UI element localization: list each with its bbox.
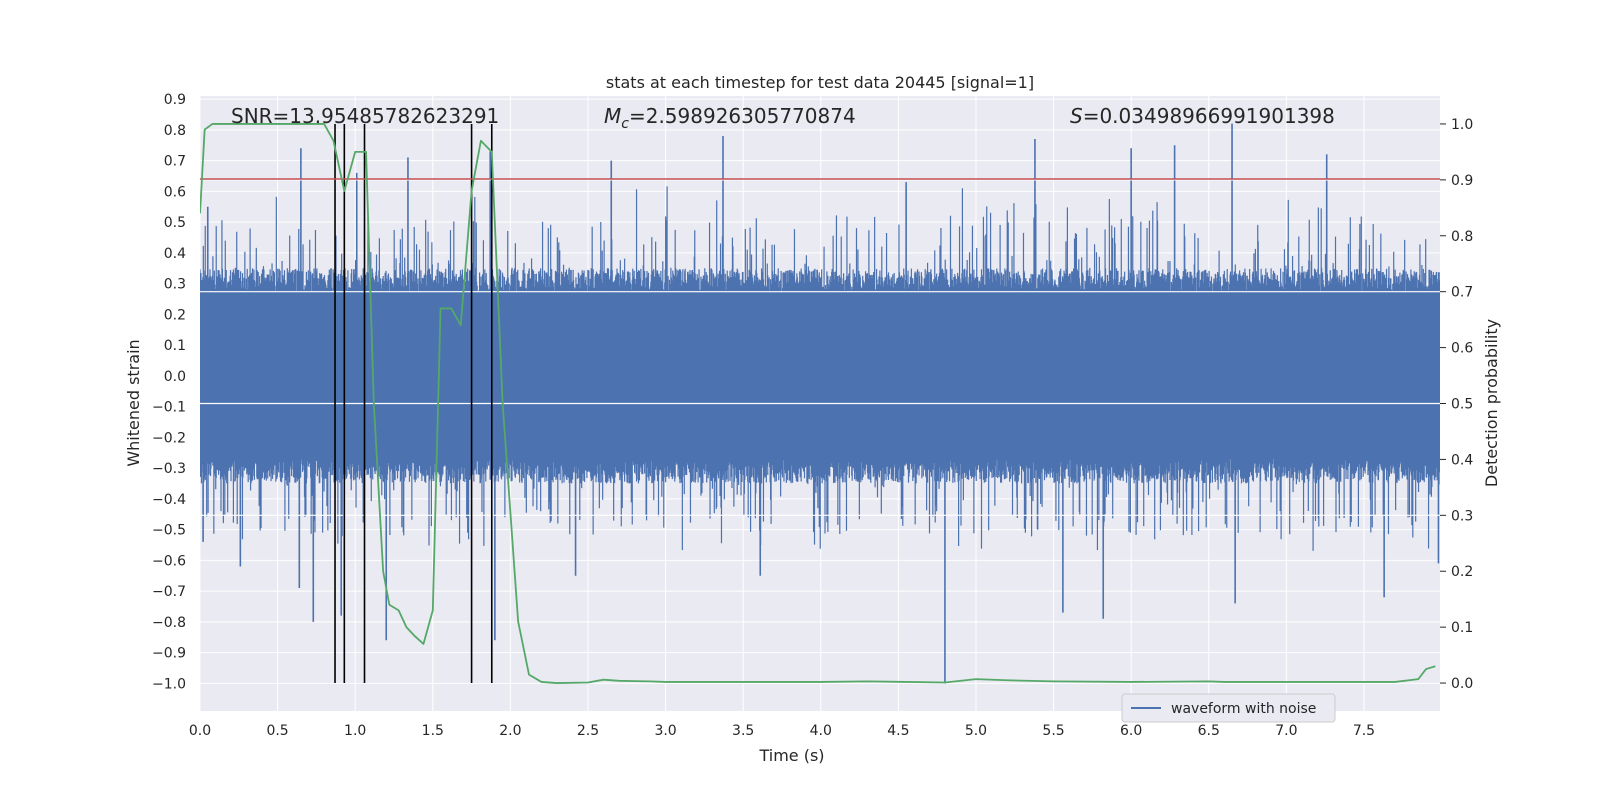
x-tick-label: 6.5 [1198,723,1220,739]
legend-label-waveform: waveform with noise [1171,701,1316,717]
mc-annotation: Mc=2.598926305770874 [604,104,856,132]
y-right-tick-label: 0.7 [1451,285,1473,301]
x-tick-label: 6.0 [1120,723,1142,739]
vertical-markers [334,123,493,684]
mc-value: =2.598926305770874 [629,104,856,128]
y-right-tick-label: 0.4 [1451,452,1473,468]
y-axis-label: Whitened strain [124,339,143,466]
s-annotation: S=0.03498966991901398 [1070,104,1335,128]
x-tick-label: 7.5 [1353,723,1375,739]
x-tick-label: 1.0 [344,723,366,739]
x-axis-label: Time (s) [758,746,824,765]
mc-subscript: c [621,116,629,132]
y-right-axis-label: Detection probability [1482,319,1501,487]
x-tick-label: 5.0 [965,723,987,739]
y-right-tick-label: 0.9 [1451,173,1473,189]
y-tick-label: −0.6 [152,553,186,569]
y-right-tick-label: 0.6 [1451,341,1473,357]
y-right-tick-label: 0.1 [1451,620,1473,636]
x-tick-label: 4.0 [810,723,832,739]
x-tick-label: 7.0 [1275,723,1297,739]
y-tick-label: −1.0 [152,676,186,692]
waveform-noise-band [200,186,1440,551]
x-tick-label: 5.5 [1042,723,1064,739]
x-tick-label: 2.0 [499,723,521,739]
y-tick-label: 0.0 [164,369,186,385]
s-value: =0.03498966991901398 [1083,104,1335,128]
y-right-tick-label: 0.0 [1451,676,1473,692]
probability-line [200,123,1436,684]
y-tick-label: 0.5 [164,215,186,231]
y-tick-label: 0.3 [164,277,186,293]
x-tick-label: 1.5 [422,723,444,739]
legend: waveform with noise [1121,693,1336,723]
y-tick-label: −0.9 [152,646,186,662]
y-tick-label: 0.6 [164,184,186,200]
y-tick-label: 0.2 [164,307,186,323]
y-tick-label: −0.3 [152,461,186,477]
x-tick-label: 0.5 [266,723,288,739]
y-axis-ticks: 0.9 0.8 0.7 0.6 0.5 0.4 0.3 0.2 0.1 0.0 −0.1 −0.2 −0… [152,92,186,692]
y-tick-label: −0.5 [152,523,186,539]
snr-annotation: SNR=13.95485782623291 [231,104,499,128]
x-tick-label: 2.5 [577,723,599,739]
y-tick-label: −0.2 [152,430,186,446]
waveform-grid-overlay [200,179,1440,516]
y-tick-label: −0.8 [152,615,186,631]
y-tick-label: 0.4 [164,246,186,262]
x-tick-label: 0.0 [189,723,211,739]
y-tick-label: −0.4 [152,492,186,508]
s-symbol: S [1070,104,1083,128]
probability-series [200,123,1436,684]
y-right-tick-label: 0.3 [1451,508,1473,524]
y-tick-label: −0.1 [152,400,186,416]
y-tick-label: 0.8 [164,123,186,139]
y-right-tick-label: 1.0 [1451,117,1473,133]
chart-title: stats at each timestep for test data 204… [606,73,1034,92]
y-tick-label: 0.7 [164,154,186,170]
y-right-tick-label: 0.8 [1451,229,1473,245]
legend-box [1121,693,1336,723]
y-tick-label: 0.9 [164,92,186,108]
mc-symbol: M [604,104,621,128]
x-tick-label: 3.5 [732,723,754,739]
x-tick-label: 4.5 [887,723,909,739]
waveform-series [200,123,1440,684]
y-right-tick-label: 0.5 [1451,397,1473,413]
x-axis-ticks: 0.0 0.5 1.0 1.5 2.0 2.5 3.0 3.5 4.0 4.5 5.0 5.5 6.0 6… [189,723,1375,739]
y-tick-label: −0.7 [152,584,186,600]
y-right-tick-label: 0.2 [1451,564,1473,580]
y-right-axis-ticks: 1.0 0.9 0.8 0.7 0.6 0.5 0.4 0.3 0.2 0.1 0.0 [1440,117,1473,692]
y-tick-label: 0.1 [164,338,186,354]
x-tick-label: 3.0 [654,723,676,739]
